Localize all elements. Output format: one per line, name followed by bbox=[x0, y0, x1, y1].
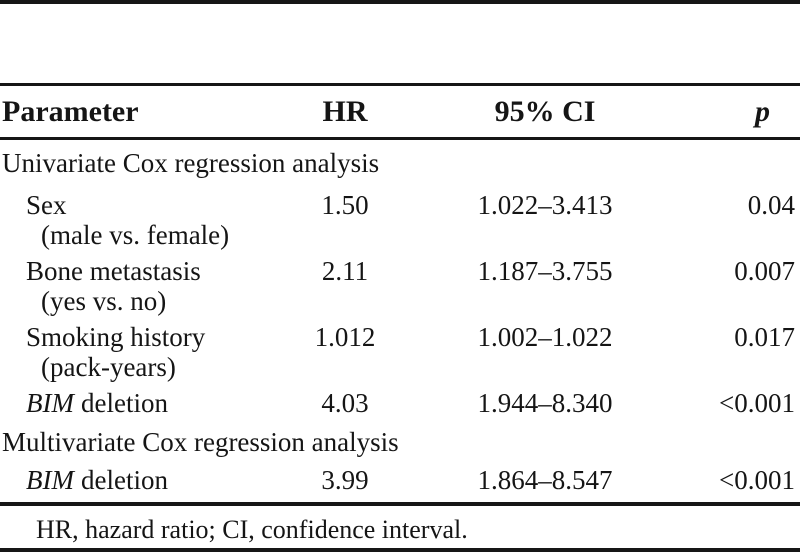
table-footnote: HR, hazard ratio; CI, confidence interva… bbox=[36, 515, 468, 544]
ci-value: 1.864–8.547 bbox=[477, 465, 613, 495]
column-header-parameter: Parameter bbox=[0, 83, 270, 140]
parameter-name: Sex bbox=[26, 190, 67, 220]
p-value: <0.001 bbox=[719, 388, 795, 418]
section-row-univariate: Univariate Cox regression analysis bbox=[0, 139, 800, 186]
parameter-sublabel: (yes vs. no) bbox=[41, 286, 167, 316]
parameter-name: BIM deletion bbox=[1, 465, 269, 495]
table-bottom-rule bbox=[0, 548, 800, 552]
column-header-hr: HR bbox=[270, 83, 420, 140]
table-header-row: Parameter HR 95% CI p bbox=[0, 83, 800, 140]
p-value: 0.017 bbox=[734, 322, 795, 352]
section-row-multivariate: Multivariate Cox regression analysis bbox=[0, 424, 800, 460]
table-row-bim-deletion-multivariate: BIM deletion 3.99 1.864–8.547 <0.001 bbox=[0, 460, 800, 502]
gene-symbol: BIM bbox=[26, 388, 74, 418]
column-header-p: p bbox=[670, 83, 800, 140]
section-label: Univariate Cox regression analysis bbox=[2, 148, 380, 178]
parameter-sublabel: (male vs. female) bbox=[41, 220, 230, 250]
figure-top-border bbox=[0, 0, 800, 4]
hr-value: 3.99 bbox=[321, 465, 369, 495]
table-row-bone-metastasis: Bone metastasis (yes vs. no) 2.11 1.187–… bbox=[0, 251, 800, 317]
p-value: <0.001 bbox=[719, 465, 795, 495]
parameter-name-rest: deletion bbox=[80, 388, 168, 418]
parameter-name-rest: deletion bbox=[80, 465, 168, 495]
ci-value: 1.187–3.755 bbox=[477, 256, 613, 286]
hr-value: 1.50 bbox=[321, 190, 369, 220]
parameter-name: Bone metastasis bbox=[26, 256, 201, 286]
ci-value: 1.002–1.022 bbox=[477, 322, 613, 352]
hr-value: 1.012 bbox=[314, 322, 376, 352]
ci-value: 1.944–8.340 bbox=[477, 388, 613, 418]
section-label: Multivariate Cox regression analysis bbox=[2, 427, 399, 457]
column-header-ci: 95% CI bbox=[420, 83, 670, 140]
hr-value: 4.03 bbox=[321, 388, 369, 418]
p-value: 0.04 bbox=[747, 190, 795, 220]
hr-value: 2.11 bbox=[321, 256, 369, 286]
footnote-top-rule bbox=[0, 502, 800, 506]
parameter-name: Smoking history bbox=[26, 322, 206, 352]
cox-regression-table: Parameter HR 95% CI p Univariate Cox reg… bbox=[0, 83, 800, 502]
parameter-sublabel: (pack-years) bbox=[41, 352, 176, 382]
parameter-name: BIM deletion bbox=[1, 388, 269, 418]
table-row-sex: Sex (male vs. female) 1.50 1.022–3.413 0… bbox=[0, 185, 800, 251]
table-row-smoking-history: Smoking history (pack-years) 1.012 1.002… bbox=[0, 317, 800, 383]
table-row-bim-deletion-univariate: BIM deletion 4.03 1.944–8.340 <0.001 bbox=[0, 383, 800, 424]
ci-value: 1.022–3.413 bbox=[477, 190, 613, 220]
gene-symbol: BIM bbox=[26, 465, 74, 495]
p-value: 0.007 bbox=[734, 256, 795, 286]
